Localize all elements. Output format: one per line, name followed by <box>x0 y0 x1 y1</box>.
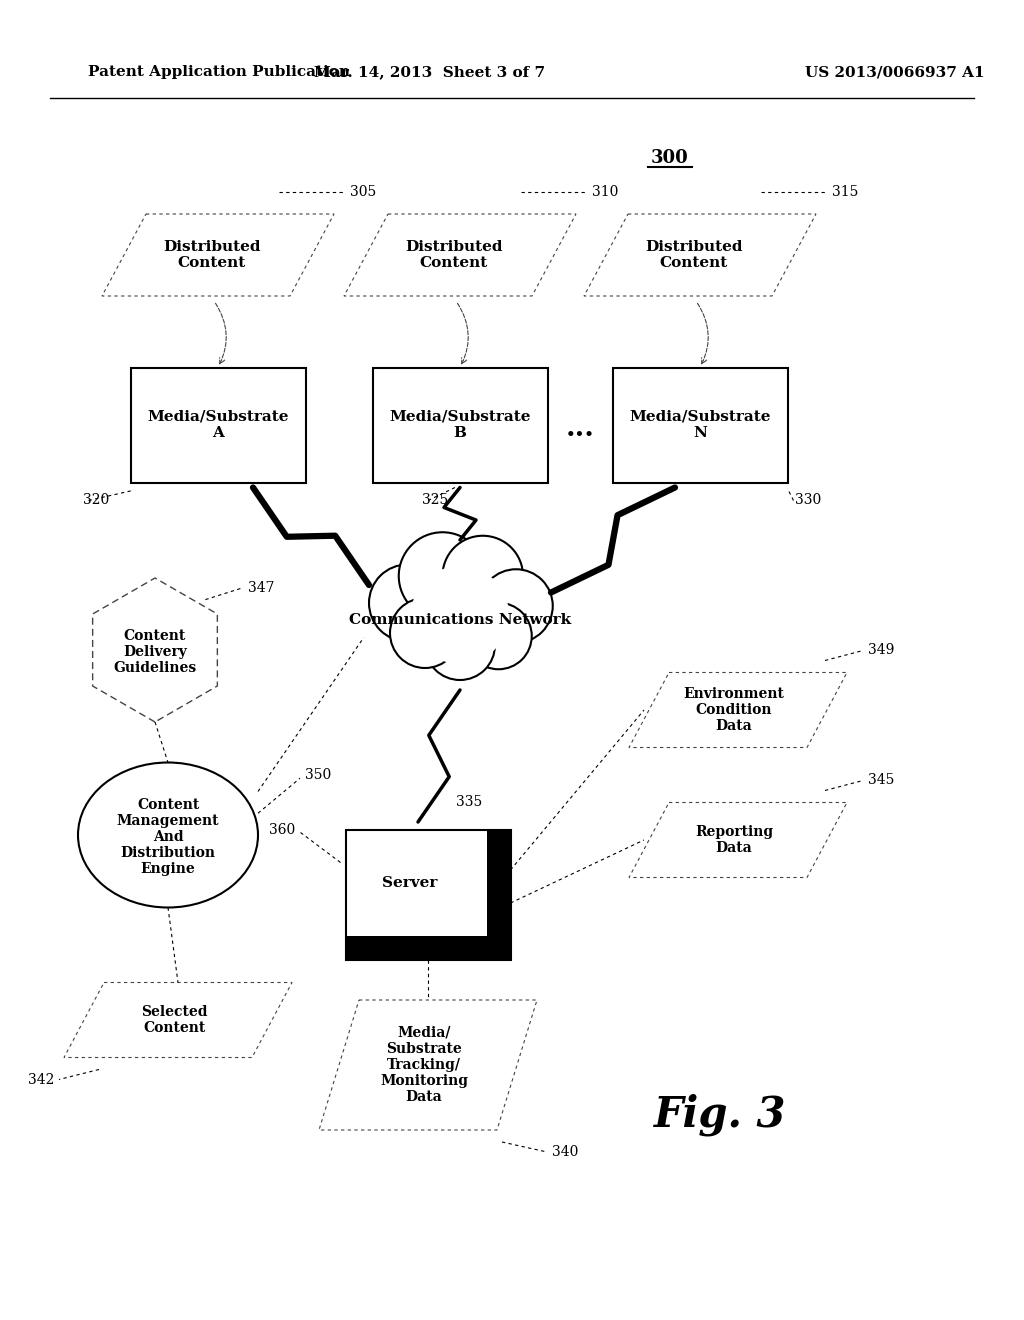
Text: 345: 345 <box>868 774 894 788</box>
Text: Distributed
Content: Distributed Content <box>406 240 503 271</box>
Text: Media/Substrate
B: Media/Substrate B <box>389 411 530 440</box>
Polygon shape <box>63 982 292 1057</box>
Text: Server: Server <box>382 876 437 890</box>
Circle shape <box>425 610 495 680</box>
Text: Selected
Content: Selected Content <box>140 1005 207 1035</box>
Circle shape <box>397 552 523 678</box>
Polygon shape <box>319 1001 537 1130</box>
Text: 340: 340 <box>552 1144 579 1159</box>
Text: 335: 335 <box>456 795 482 809</box>
Text: Distributed
Content: Distributed Content <box>163 240 261 271</box>
Text: 325: 325 <box>422 494 449 507</box>
Polygon shape <box>629 803 847 878</box>
Text: Fig. 3: Fig. 3 <box>653 1094 786 1137</box>
Polygon shape <box>584 214 816 296</box>
Polygon shape <box>102 214 334 296</box>
Circle shape <box>442 536 523 616</box>
FancyBboxPatch shape <box>612 367 787 483</box>
Text: Content
Delivery
Guidelines: Content Delivery Guidelines <box>114 628 197 676</box>
FancyBboxPatch shape <box>130 367 305 483</box>
Text: 300: 300 <box>651 149 689 168</box>
Text: 347: 347 <box>249 581 274 594</box>
Ellipse shape <box>78 763 258 908</box>
Circle shape <box>479 569 553 643</box>
Text: Environment
Condition
Data: Environment Condition Data <box>684 686 784 733</box>
Text: ...: ... <box>565 414 595 441</box>
Text: Patent Application Publication: Patent Application Publication <box>88 65 350 79</box>
Text: 320: 320 <box>83 494 109 507</box>
Text: Mar. 14, 2013  Sheet 3 of 7: Mar. 14, 2013 Sheet 3 of 7 <box>314 65 546 79</box>
Text: Reporting
Data: Reporting Data <box>695 825 773 855</box>
Text: 360: 360 <box>269 822 296 837</box>
Circle shape <box>411 566 509 664</box>
Text: 315: 315 <box>831 185 858 199</box>
Polygon shape <box>344 214 575 296</box>
Text: 350: 350 <box>305 768 331 783</box>
Circle shape <box>369 565 446 642</box>
Text: 330: 330 <box>796 494 821 507</box>
Text: Media/
Substrate
Tracking/
Monitoring
Data: Media/ Substrate Tracking/ Monitoring Da… <box>380 1026 468 1105</box>
Text: Content
Management
And
Distribution
Engine: Content Management And Distribution Engi… <box>117 797 219 876</box>
Text: Media/Substrate
N: Media/Substrate N <box>630 411 771 440</box>
Text: Communications Network: Communications Network <box>349 612 571 627</box>
FancyBboxPatch shape <box>345 830 511 960</box>
Text: US 2013/0066937 A1: US 2013/0066937 A1 <box>805 65 985 79</box>
Text: 342: 342 <box>28 1072 54 1086</box>
Text: Media/Substrate
A: Media/Substrate A <box>147 411 289 440</box>
Text: Distributed
Content: Distributed Content <box>645 240 742 271</box>
Circle shape <box>465 603 531 669</box>
Text: 305: 305 <box>350 185 376 199</box>
FancyBboxPatch shape <box>373 367 548 483</box>
Text: 310: 310 <box>592 185 618 199</box>
Circle shape <box>398 532 486 620</box>
Circle shape <box>390 598 460 668</box>
Polygon shape <box>629 672 847 747</box>
Text: 349: 349 <box>868 644 894 657</box>
Polygon shape <box>92 578 217 722</box>
FancyBboxPatch shape <box>345 936 511 960</box>
FancyBboxPatch shape <box>486 830 511 960</box>
